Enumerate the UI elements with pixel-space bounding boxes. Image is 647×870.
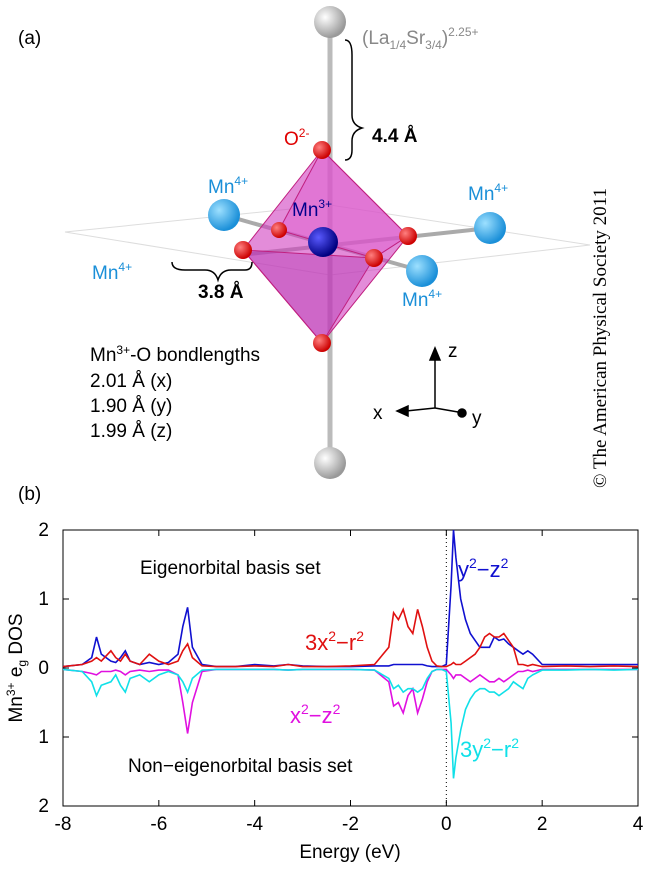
octahedron-face	[241, 249, 375, 344]
y-tick-label: 1	[38, 727, 49, 748]
dos-line	[62, 668, 639, 779]
annotation: Non−eigenorbital basis set	[128, 756, 353, 777]
dos-line	[62, 607, 639, 668]
x-tick-label: -8	[55, 814, 72, 835]
y-tick-label: 2	[38, 796, 49, 817]
axis-letter: y	[472, 408, 482, 429]
series-label-part: x	[290, 703, 301, 728]
oxygen-atom	[234, 241, 252, 259]
series-label-part: 2	[483, 735, 491, 751]
series-label-part: y	[458, 557, 469, 582]
cation-atom	[314, 6, 346, 38]
x-tick-label: -2	[342, 814, 359, 835]
series-label-part: −z	[309, 703, 333, 728]
series-label-part: −z	[477, 557, 501, 582]
x-tick-label: 4	[633, 814, 644, 835]
y-axis-label: Mn3+ eg DOS	[4, 613, 29, 722]
bracket	[344, 39, 365, 161]
axes-icon	[395, 346, 467, 418]
series-label-part: 2	[328, 628, 336, 644]
annotation: Eigenorbital basis set	[140, 558, 321, 579]
series-label-part: 2	[469, 555, 477, 571]
copyright: © The American Physical Society 2011	[590, 188, 611, 488]
x-tick-label: -6	[150, 814, 167, 835]
oxygen-atom	[399, 227, 417, 245]
distance-label: 4.4 Å	[372, 126, 418, 147]
mn4-label: Mn4+	[208, 174, 248, 198]
oxygen-atom	[271, 222, 287, 238]
panel-label: (a)	[18, 28, 41, 49]
mn4-label: Mn4+	[92, 260, 132, 284]
series-label: 3y2−r2	[460, 735, 519, 762]
axis-letter: z	[448, 341, 458, 362]
series-label-part: 2	[501, 555, 509, 571]
bond-length: 1.90 Å (y)	[90, 396, 172, 417]
y-tick-label: 1	[38, 589, 49, 610]
oxygen-label: O2-	[284, 126, 309, 150]
mn3-atom	[308, 227, 338, 257]
bond-length: 2.01 Å (x)	[90, 371, 172, 392]
oxygen-atom	[313, 334, 331, 352]
plane	[64, 204, 591, 276]
mn4-label: Mn4+	[402, 287, 442, 311]
series-label-part: −r	[336, 630, 356, 655]
y-tick-label: 2	[38, 520, 49, 541]
x-tick-label: 0	[441, 814, 452, 835]
mn4-atom	[474, 212, 506, 244]
dos-line	[62, 668, 638, 734]
bracket	[171, 261, 253, 283]
mn4-atom	[208, 199, 240, 231]
x-axis-label: Energy (eV)	[299, 842, 400, 863]
mn4-atom	[406, 255, 438, 287]
panel-label: (b)	[18, 484, 41, 505]
series-label: y2−z2	[458, 555, 509, 582]
series-label-part: −r	[491, 737, 511, 762]
series-label-part: 3x	[305, 630, 328, 655]
dos-line	[62, 529, 638, 668]
series-label-part: 2	[511, 735, 519, 751]
series-label-part: 3y	[460, 737, 483, 762]
bond-title: Mn3+-O bondlengths	[90, 343, 260, 366]
series-label: 3x2−r2	[305, 628, 364, 655]
bond-length: 1.99 Å (z)	[90, 421, 172, 442]
cation-atom	[314, 447, 346, 479]
y-tick-label: 0	[38, 658, 49, 679]
series-label: x2−z2	[290, 701, 341, 728]
series-label-part: 2	[301, 701, 309, 717]
cation-label: (La1/4Sr3/4)2.25+	[362, 25, 479, 52]
distance-label: 3.8 Å	[198, 282, 244, 303]
mn4-label: Mn4+	[468, 181, 508, 205]
x-tick-label: 2	[537, 814, 548, 835]
series-label-part: 2	[356, 628, 364, 644]
oxygen-atom	[365, 249, 383, 267]
oxygen-atom	[313, 141, 331, 159]
x-tick-label: -4	[246, 814, 263, 835]
axis-letter: x	[373, 403, 383, 424]
mn3-label: Mn3+	[292, 197, 332, 221]
series-label-part: 2	[333, 701, 341, 717]
structure-diagram	[64, 6, 591, 479]
